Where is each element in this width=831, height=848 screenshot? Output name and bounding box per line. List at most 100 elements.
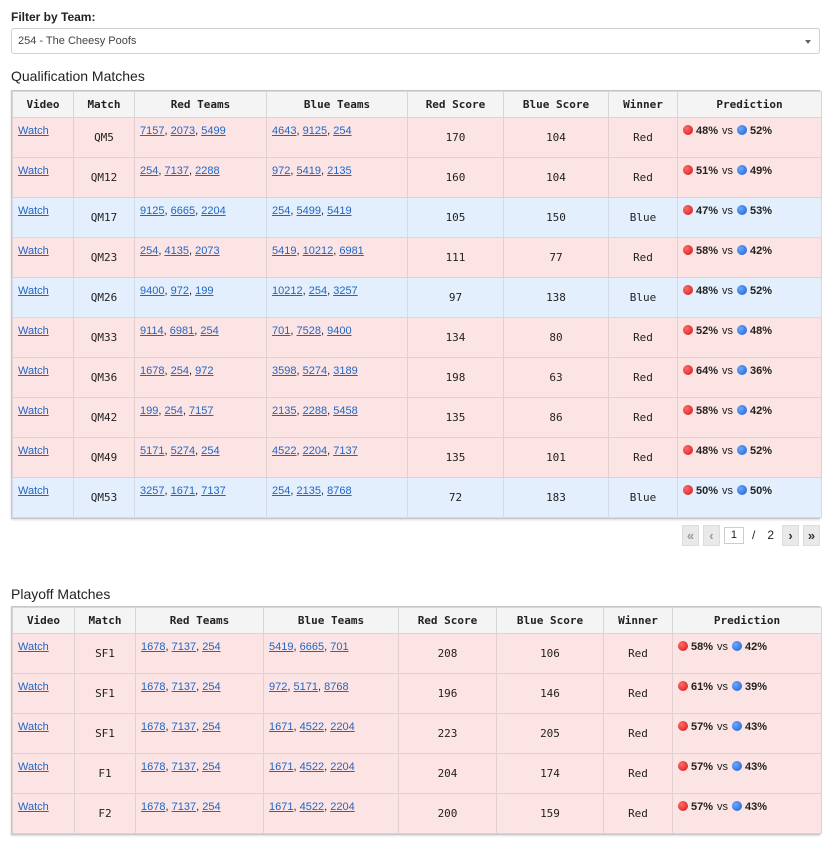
team-link[interactable]: 2135 [272, 405, 297, 417]
team-link[interactable]: 4135 [164, 245, 189, 257]
team-link[interactable]: 2135 [296, 485, 321, 497]
team-link[interactable]: 4522 [299, 801, 325, 813]
team-filter-select[interactable]: 254 - The Cheesy Poofs [11, 28, 820, 54]
team-link[interactable]: 5274 [302, 365, 328, 377]
team-link[interactable]: 972 [195, 365, 214, 377]
team-link[interactable]: 8768 [324, 681, 349, 693]
watch-link[interactable]: Watch [18, 721, 49, 733]
team-link[interactable]: 1678 [141, 681, 166, 693]
team-link[interactable]: 254 [308, 285, 328, 297]
watch-link[interactable]: Watch [18, 245, 49, 257]
team-link[interactable]: 2204 [302, 445, 328, 457]
team-link[interactable]: 7157 [188, 405, 214, 417]
watch-link[interactable]: Watch [18, 801, 49, 813]
team-link[interactable]: 254 [202, 641, 221, 653]
team-link[interactable]: 2204 [330, 801, 355, 813]
team-link[interactable]: 2204 [330, 761, 355, 773]
team-link[interactable]: 6665 [170, 205, 196, 217]
team-link[interactable]: 5419 [272, 245, 297, 257]
team-link[interactable]: 4522 [299, 761, 325, 773]
team-link[interactable]: 9114 [140, 325, 164, 337]
team-link[interactable]: 5419 [269, 641, 294, 653]
team-link[interactable]: 254 [164, 405, 183, 417]
team-link[interactable]: 2204 [330, 721, 355, 733]
team-link[interactable]: 10212 [302, 245, 334, 257]
next-page-button[interactable]: › [782, 524, 799, 546]
watch-link[interactable]: Watch [18, 125, 49, 137]
team-link[interactable]: 972 [170, 285, 189, 297]
team-link[interactable]: 1678 [141, 801, 166, 813]
watch-link[interactable]: Watch [18, 365, 49, 377]
page-number-input[interactable]: 1 [723, 526, 744, 544]
team-link[interactable]: 2288 [195, 165, 220, 177]
team-link[interactable]: 5274 [170, 445, 196, 457]
team-link[interactable]: 7137 [333, 445, 358, 457]
watch-link[interactable]: Watch [18, 165, 49, 177]
team-link[interactable]: 7137 [164, 165, 189, 177]
team-link[interactable]: 7137 [171, 681, 197, 693]
team-link[interactable]: 8768 [327, 485, 352, 497]
team-link[interactable]: 2135 [327, 165, 352, 177]
team-link[interactable]: 2288 [302, 405, 328, 417]
team-link[interactable]: 254 [140, 245, 159, 257]
team-link[interactable]: 1678 [141, 761, 166, 773]
team-link[interactable]: 7157 [140, 125, 165, 137]
team-link[interactable]: 1678 [141, 641, 166, 653]
team-link[interactable]: 2204 [201, 205, 226, 217]
watch-link[interactable]: Watch [18, 205, 49, 217]
team-link[interactable]: 1671 [170, 485, 196, 497]
team-link[interactable]: 199 [195, 285, 214, 297]
team-link[interactable]: 701 [330, 641, 349, 653]
watch-link[interactable]: Watch [18, 761, 49, 773]
watch-link[interactable]: Watch [18, 285, 49, 297]
team-link[interactable]: 254 [201, 445, 220, 457]
team-link[interactable]: 3598 [272, 365, 297, 377]
watch-link[interactable]: Watch [18, 485, 49, 497]
team-link[interactable]: 1678 [141, 721, 166, 733]
watch-link[interactable]: Watch [18, 325, 49, 337]
team-link[interactable]: 254 [272, 205, 291, 217]
team-link[interactable]: 254 [202, 681, 221, 693]
team-link[interactable]: 3257 [333, 285, 358, 297]
team-link[interactable]: 701 [272, 325, 291, 337]
team-link[interactable]: 2073 [170, 125, 196, 137]
team-link[interactable]: 7528 [296, 325, 321, 337]
team-link[interactable]: 254 [140, 165, 159, 177]
team-link[interactable]: 4522 [272, 445, 297, 457]
team-link[interactable]: 2073 [195, 245, 220, 257]
team-link[interactable]: 6981 [169, 325, 195, 337]
team-link[interactable]: 9400 [327, 325, 352, 337]
watch-link[interactable]: Watch [18, 445, 49, 457]
watch-link[interactable]: Watch [18, 405, 49, 417]
team-link[interactable]: 5458 [333, 405, 358, 417]
team-link[interactable]: 4522 [299, 721, 325, 733]
team-link[interactable]: 254 [202, 801, 221, 813]
team-link[interactable]: 4643 [272, 125, 297, 137]
team-link[interactable]: 254 [170, 365, 189, 377]
team-link[interactable]: 254 [272, 485, 291, 497]
team-link[interactable]: 5499 [201, 125, 226, 137]
team-link[interactable]: 7137 [171, 761, 197, 773]
team-link[interactable]: 1678 [140, 365, 165, 377]
team-link[interactable]: 254 [333, 125, 352, 137]
team-link[interactable]: 5171 [140, 445, 165, 457]
team-link[interactable]: 6665 [299, 641, 325, 653]
team-link[interactable]: 1671 [269, 761, 294, 773]
team-link[interactable]: 5171 [293, 681, 318, 693]
team-link[interactable]: 972 [269, 681, 288, 693]
team-link[interactable]: 3257 [140, 485, 165, 497]
team-link[interactable]: 254 [202, 721, 221, 733]
team-link[interactable]: 5499 [296, 205, 321, 217]
team-link[interactable]: 3189 [333, 365, 358, 377]
team-link[interactable]: 1671 [269, 721, 294, 733]
team-link[interactable]: 972 [272, 165, 291, 177]
team-link[interactable]: 254 [202, 761, 221, 773]
team-link[interactable]: 9125 [302, 125, 328, 137]
first-page-button[interactable]: « [681, 524, 699, 546]
team-link[interactable]: 7137 [171, 721, 197, 733]
team-link[interactable]: 6981 [339, 245, 364, 257]
last-page-button[interactable]: » [803, 524, 820, 546]
team-link[interactable]: 7137 [171, 641, 197, 653]
team-link[interactable]: 199 [140, 405, 159, 417]
team-link[interactable]: 9400 [140, 285, 165, 297]
